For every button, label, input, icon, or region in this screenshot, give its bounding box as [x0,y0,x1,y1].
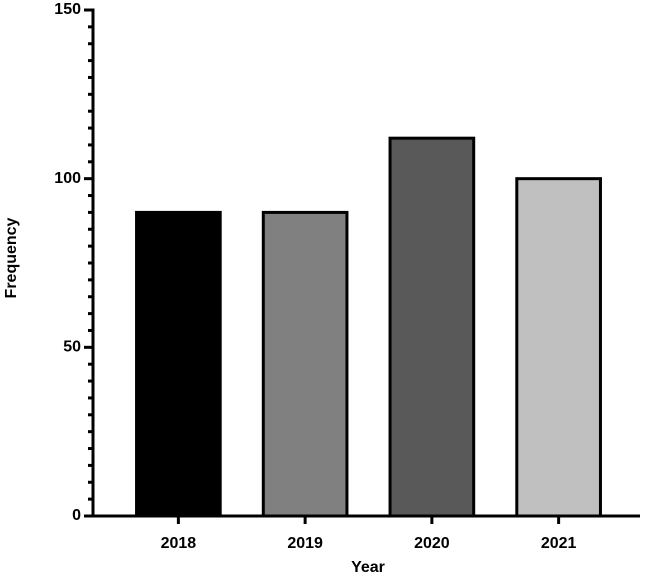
y-tick-label: 100 [54,170,81,187]
bar [261,210,349,518]
y-axis-label: Frequency [3,217,20,298]
y-tick-label: 150 [54,1,81,18]
x-tick-label: 2020 [414,535,450,552]
x-tick-label: 2019 [287,535,323,552]
y-tick-label: 0 [72,507,81,524]
x-tick-label: 2021 [541,535,577,552]
bar [388,136,476,518]
y-tick-label: 50 [63,339,81,356]
x-tick-label: 2018 [161,535,197,552]
x-axis-label: Year [351,559,385,576]
bar [515,177,602,518]
bar [135,210,222,518]
